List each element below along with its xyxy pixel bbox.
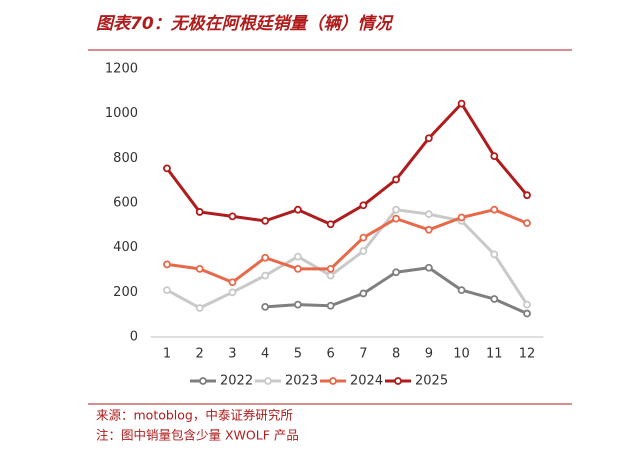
point xyxy=(326,301,335,310)
point xyxy=(261,302,270,311)
series-line xyxy=(166,208,529,310)
series-line xyxy=(165,102,529,226)
point xyxy=(359,201,368,210)
x-tick-label: 10 xyxy=(453,347,470,362)
point xyxy=(457,286,466,295)
point xyxy=(523,191,531,200)
x-tick-label: 11 xyxy=(486,347,503,362)
point xyxy=(228,288,237,297)
y-tick-label: 200 xyxy=(113,285,138,300)
point xyxy=(195,304,204,312)
x-tick-label: 3 xyxy=(228,347,236,362)
x-tick-label: 6 xyxy=(326,347,334,362)
y-tick-label: 0 xyxy=(130,330,138,345)
legend-marker xyxy=(329,377,337,385)
point xyxy=(261,271,270,280)
point xyxy=(261,253,270,262)
point xyxy=(523,309,531,318)
point xyxy=(195,208,204,216)
point xyxy=(261,216,270,225)
x-tick-label: 9 xyxy=(425,347,433,362)
x-tick-label: 2 xyxy=(196,347,204,362)
series-line xyxy=(166,208,528,284)
point xyxy=(359,233,368,242)
point xyxy=(490,295,499,303)
x-tick-label: 5 xyxy=(294,347,302,362)
point xyxy=(392,268,401,277)
point xyxy=(523,300,531,309)
note: 注：图中销量包含少量 XWOLF 产品 xyxy=(96,428,299,443)
point xyxy=(490,250,499,259)
y-tick-label: 800 xyxy=(113,151,138,166)
chart-title: 图表70：无极在阿根廷销量（辆）情况 xyxy=(96,14,395,34)
point xyxy=(228,212,237,221)
y-tick-label: 600 xyxy=(113,196,138,211)
x-tick-label: 8 xyxy=(392,347,400,362)
point xyxy=(392,205,401,214)
point xyxy=(326,220,335,229)
point xyxy=(424,134,433,143)
legend-label: 2025 xyxy=(415,374,448,389)
point xyxy=(293,205,302,214)
legend-marker xyxy=(199,377,207,385)
point xyxy=(163,286,171,295)
point xyxy=(392,214,401,223)
point xyxy=(424,210,433,219)
point xyxy=(359,247,368,255)
point xyxy=(293,264,302,273)
x-tick-label: 1 xyxy=(163,347,171,362)
point xyxy=(228,278,237,287)
point xyxy=(326,271,335,280)
point xyxy=(392,175,401,184)
x-tick-label: 12 xyxy=(519,347,536,362)
y-tick-label: 1200 xyxy=(105,62,138,77)
point xyxy=(457,99,466,108)
point xyxy=(490,152,499,161)
legend-label: 2023 xyxy=(285,374,318,389)
y-tick-label: 1000 xyxy=(105,106,138,121)
point xyxy=(457,213,466,222)
y-tick-label: 400 xyxy=(113,240,138,255)
point xyxy=(359,289,368,298)
point xyxy=(424,263,433,272)
point xyxy=(490,205,499,214)
legend-marker xyxy=(264,377,272,385)
point xyxy=(523,219,531,228)
x-tick-label: 4 xyxy=(261,347,269,362)
x-tick-label: 7 xyxy=(359,347,367,362)
point xyxy=(293,252,302,261)
point xyxy=(195,264,204,273)
legend-marker xyxy=(394,377,402,385)
point xyxy=(424,225,433,234)
point xyxy=(163,164,171,173)
source: 来源：motoblog，中泰证券研究所 xyxy=(96,408,293,423)
legend-label: 2024 xyxy=(350,374,383,389)
point xyxy=(163,260,171,269)
point xyxy=(293,300,302,309)
legend-label: 2022 xyxy=(220,374,253,389)
point xyxy=(326,264,335,273)
